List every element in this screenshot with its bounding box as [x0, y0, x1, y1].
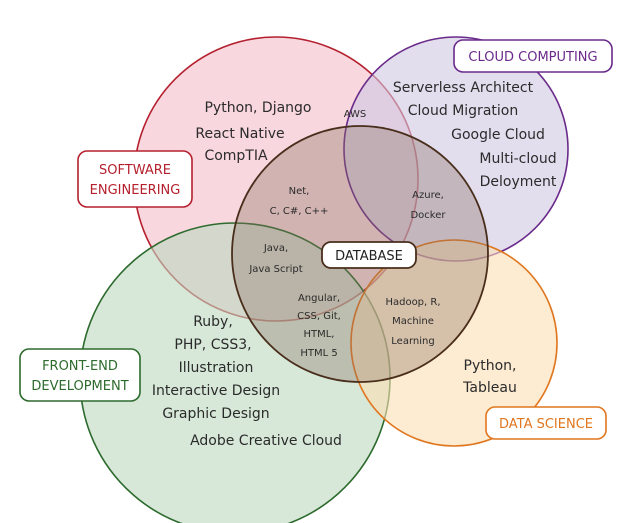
svg-text:CSS, Git,: CSS, Git,	[297, 311, 341, 322]
svg-text:Net,: Net,	[289, 186, 310, 197]
cloud-computing-items: Serverless Architect Cloud Migration Goo…	[393, 80, 557, 190]
svg-text:Docker: Docker	[410, 210, 446, 221]
svg-text:Learning: Learning	[391, 336, 434, 347]
overlap-hadoop: Hadoop, R, Machine Learning	[385, 297, 440, 347]
svg-text:DATABASE: DATABASE	[335, 249, 403, 264]
overlap-azure: Azure, Docker	[410, 190, 446, 221]
svg-text:Machine: Machine	[392, 316, 434, 327]
svg-text:Java,: Java,	[263, 243, 288, 254]
svg-text:Cloud Migration: Cloud Migration	[408, 103, 518, 119]
svg-text:Illustration: Illustration	[179, 360, 254, 376]
svg-text:React Native: React Native	[195, 126, 284, 142]
svg-text:HTML 5: HTML 5	[300, 348, 337, 359]
svg-text:FRONT-END: FRONT-END	[42, 359, 118, 374]
svg-text:Multi-cloud: Multi-cloud	[479, 151, 556, 167]
front-end-development-items: Ruby, PHP, CSS3, Illustration Interactiv…	[152, 314, 342, 449]
cloud-computing-label: CLOUD COMPUTING	[453, 39, 613, 73]
svg-text:Adobe Creative Cloud: Adobe Creative Cloud	[190, 433, 342, 449]
svg-text:DEVELOPMENT: DEVELOPMENT	[31, 379, 128, 394]
svg-text:Serverless Architect: Serverless Architect	[393, 80, 534, 96]
overlap-java: Java, Java Script	[248, 243, 302, 275]
svg-text:CLOUD COMPUTING: CLOUD COMPUTING	[468, 50, 597, 65]
data-science-circle	[350, 239, 558, 447]
svg-text:ENGINEERING: ENGINEERING	[90, 183, 181, 198]
svg-text:PHP, CSS3,: PHP, CSS3,	[174, 337, 251, 353]
svg-text:Azure,: Azure,	[412, 190, 444, 201]
svg-text:Python, Django: Python, Django	[204, 100, 311, 116]
svg-text:Angular,: Angular,	[298, 293, 340, 304]
svg-text:C, C#, C++: C, C#, C++	[270, 206, 329, 217]
svg-text:AWS: AWS	[344, 109, 367, 120]
svg-text:Deloyment: Deloyment	[480, 174, 557, 190]
software-engineering-items: Python, Django React Native CompTIA	[195, 100, 311, 164]
svg-text:Graphic Design: Graphic Design	[162, 406, 269, 422]
svg-text:Python,: Python,	[464, 358, 517, 374]
svg-text:SOFTWARE: SOFTWARE	[99, 163, 171, 178]
svg-text:Google Cloud: Google Cloud	[451, 127, 545, 143]
database-label: DATABASE	[321, 241, 417, 269]
overlap-net: Net, C, C#, C++	[270, 186, 329, 217]
data-science-label: DATA SCIENCE	[485, 406, 607, 440]
svg-text:Hadoop, R,: Hadoop, R,	[385, 297, 440, 308]
overlap-aws: AWS	[344, 109, 367, 120]
overlap-angular: Angular, CSS, Git, HTML, HTML 5	[297, 293, 341, 359]
svg-text:Interactive Design: Interactive Design	[152, 383, 280, 399]
data-science-items: Python, Tableau	[462, 358, 517, 396]
front-end-development-label: FRONT-END DEVELOPMENT	[19, 348, 141, 402]
svg-text:Java Script: Java Script	[248, 264, 302, 275]
software-engineering-label: SOFTWARE ENGINEERING	[77, 150, 193, 208]
svg-text:Ruby,: Ruby,	[193, 314, 233, 330]
svg-text:Tableau: Tableau	[462, 380, 517, 396]
svg-text:HTML,: HTML,	[303, 329, 334, 340]
svg-text:CompTIA: CompTIA	[204, 148, 268, 164]
svg-text:DATA SCIENCE: DATA SCIENCE	[499, 417, 593, 432]
